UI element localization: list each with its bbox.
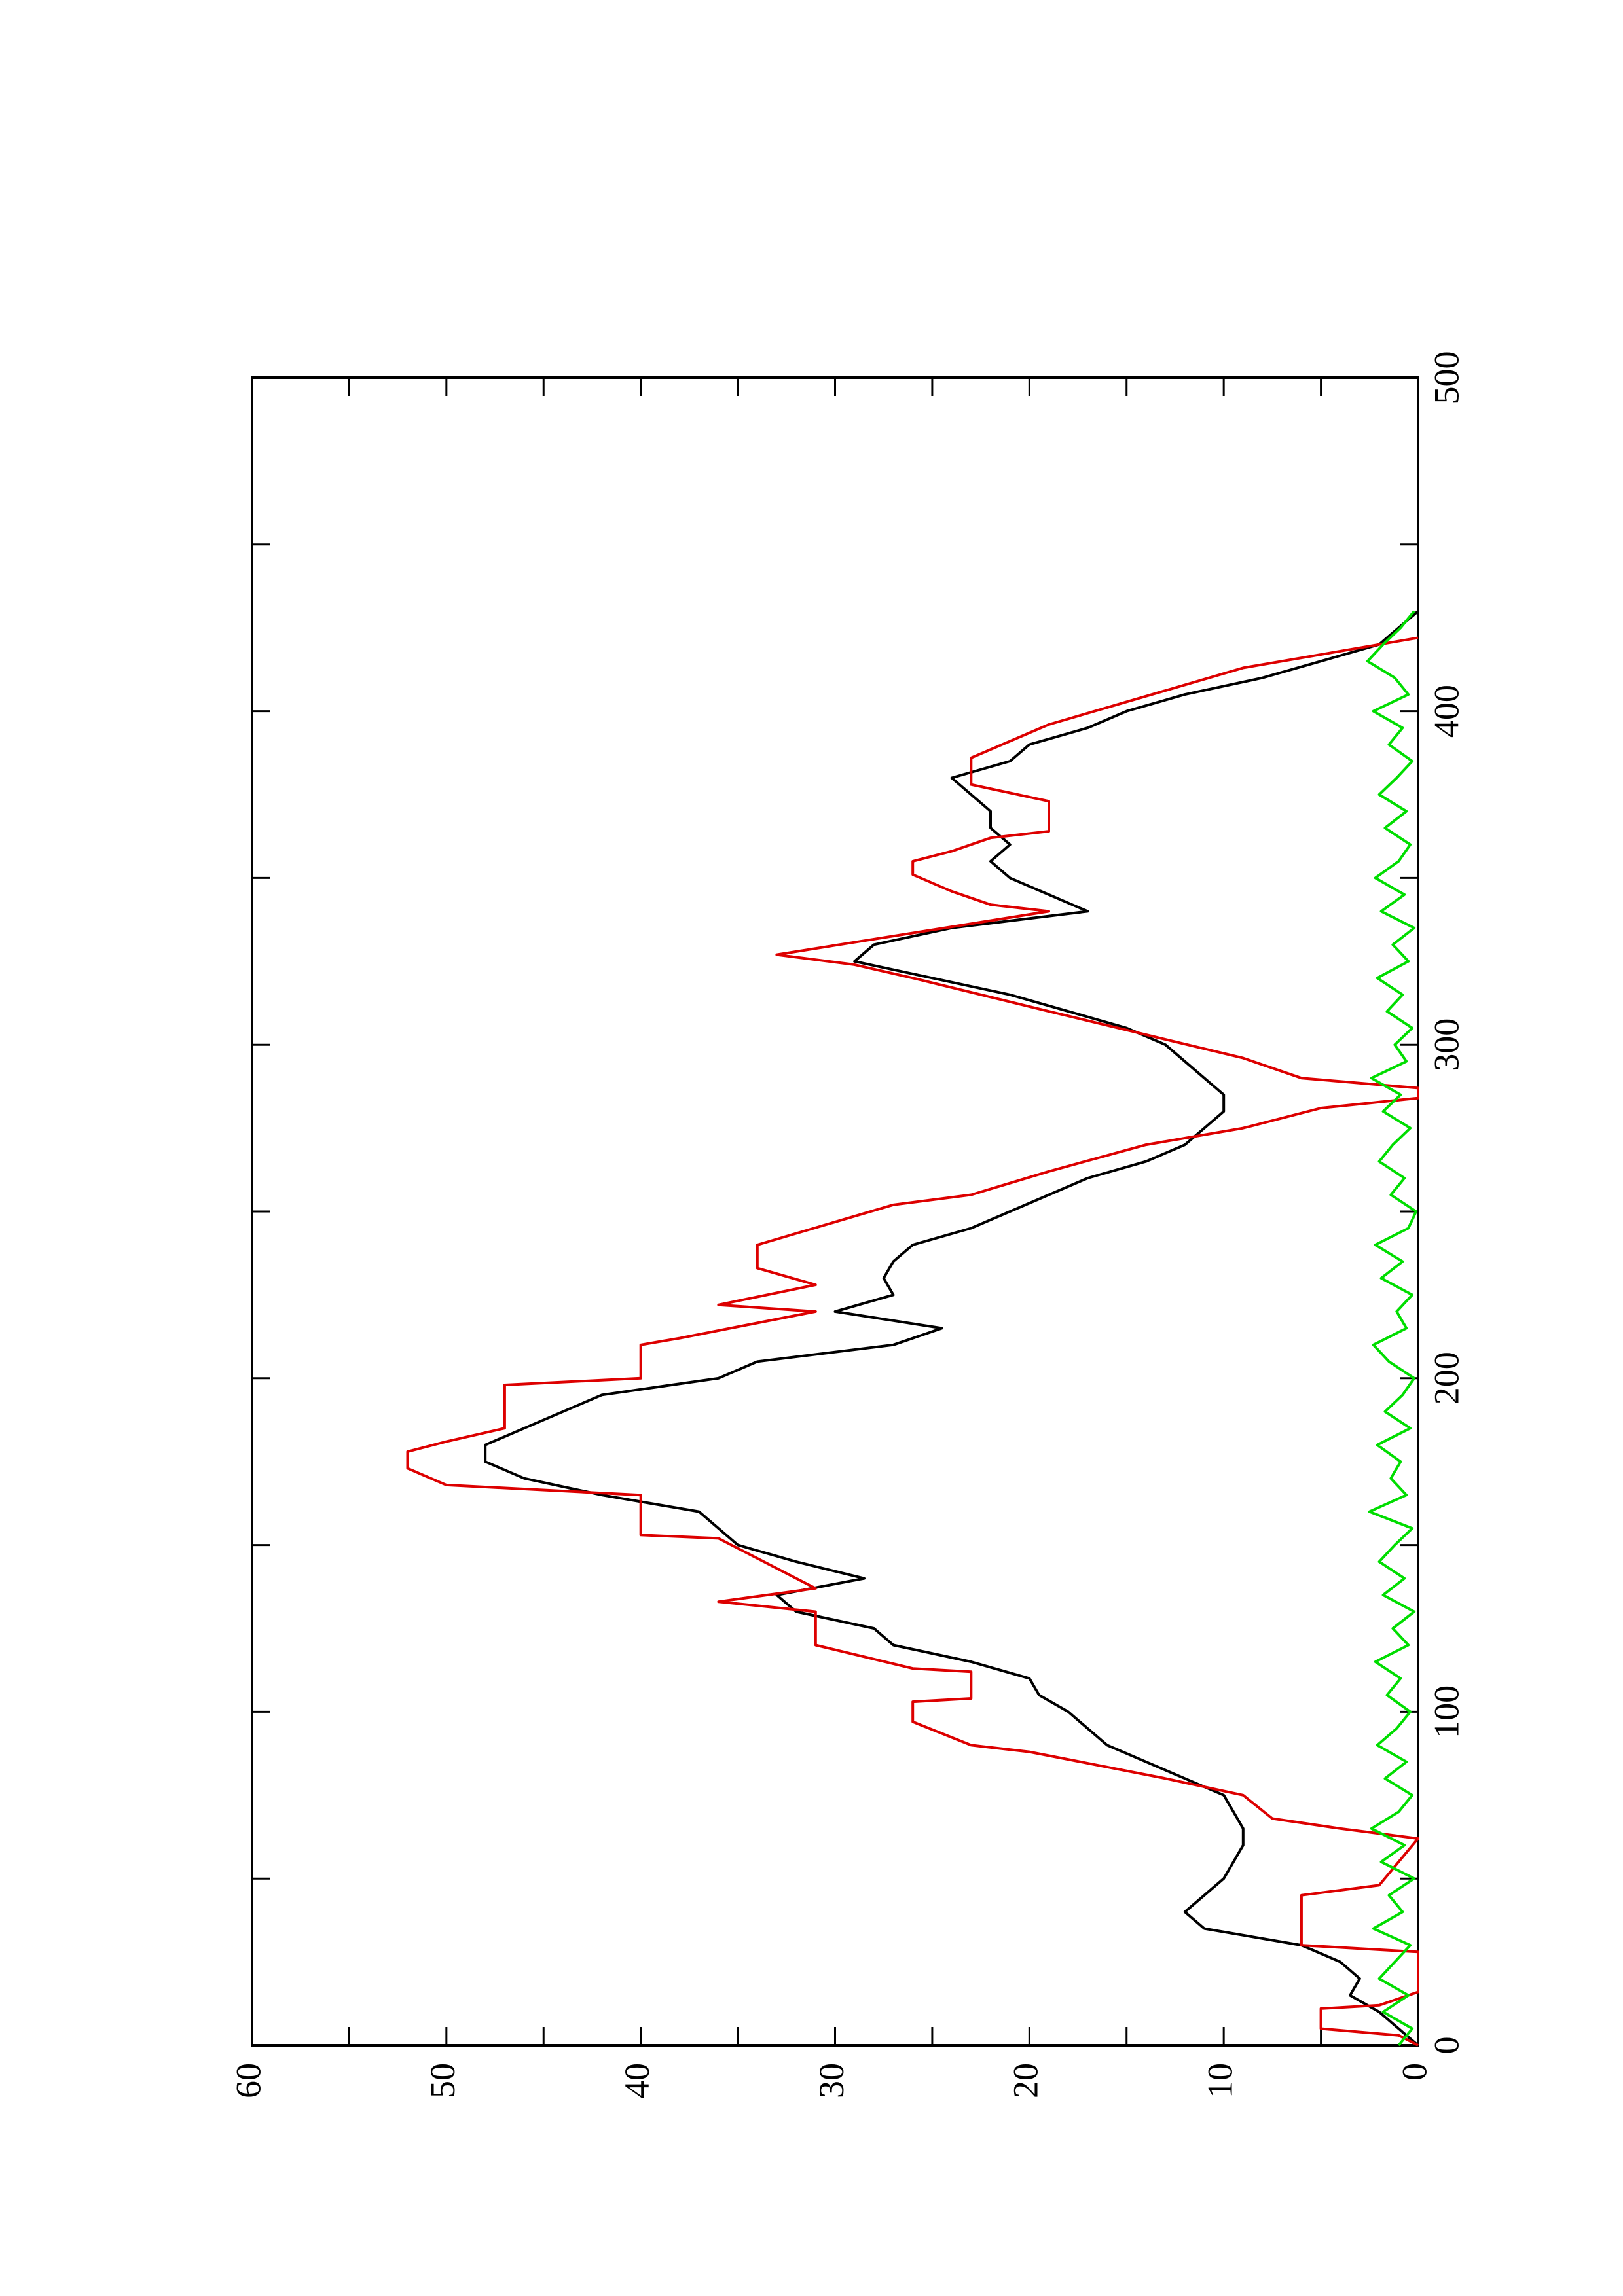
series-line — [406, 636, 1419, 2047]
y-tick-label: 0 — [1395, 2063, 1434, 2081]
x-tick-label: 400 — [1427, 685, 1466, 738]
y-tick-label: 60 — [228, 2063, 268, 2098]
x-tick-label: 500 — [1427, 351, 1466, 404]
y-tick-label: 40 — [617, 2063, 657, 2098]
y-tick-label: 30 — [812, 2063, 851, 2098]
y-tick-label: 10 — [1201, 2063, 1240, 2098]
series-line — [484, 610, 1419, 2047]
y-tick-label: 20 — [1006, 2063, 1046, 2098]
x-tick-label: 200 — [1427, 1352, 1466, 1405]
x-tick-label: 100 — [1427, 1685, 1466, 1738]
series-line — [1366, 610, 1417, 2047]
y-tick-label: 50 — [423, 2063, 462, 2098]
x-tick-label: 300 — [1427, 1018, 1466, 1071]
x-tick-label: 0 — [1427, 2037, 1466, 2054]
